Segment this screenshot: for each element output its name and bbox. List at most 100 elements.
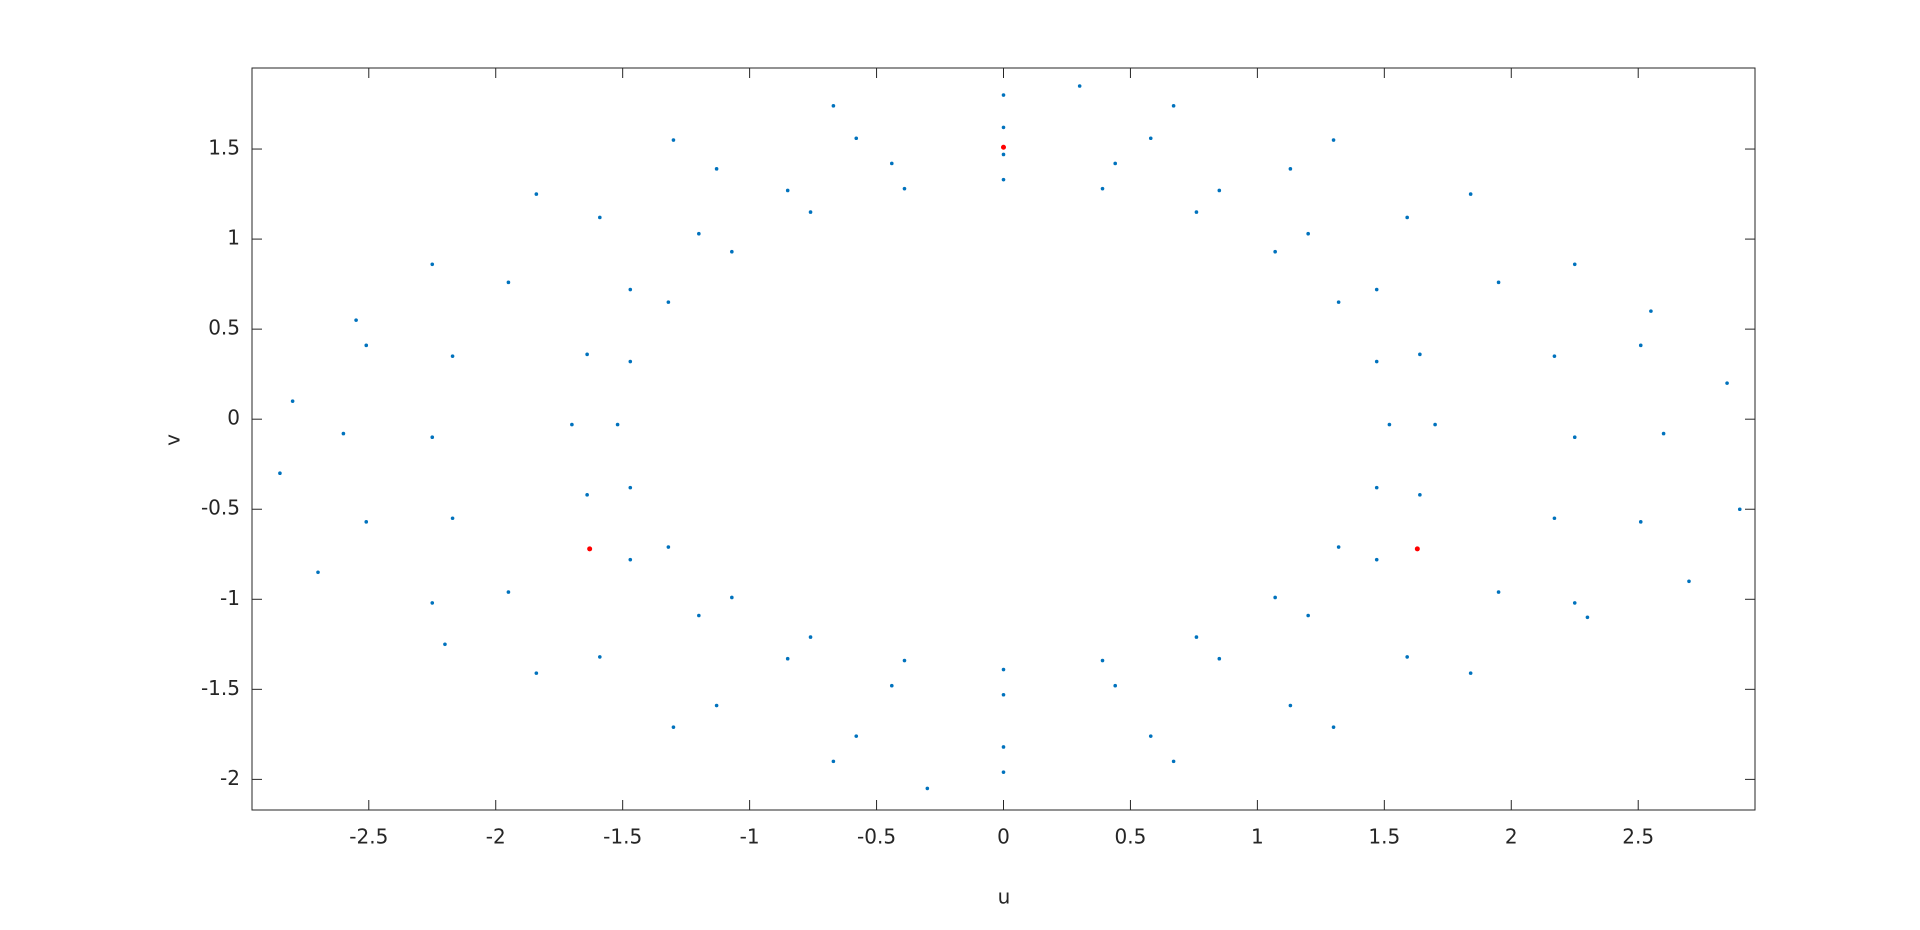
data-point (1496, 590, 1501, 594)
y-tick-label: 1 (227, 226, 240, 250)
data-point (697, 613, 701, 618)
data-point (1374, 287, 1379, 292)
data-point (785, 188, 790, 193)
data-point (1725, 381, 1729, 385)
data-point (730, 249, 734, 254)
data-point (1001, 177, 1006, 182)
data-point (1001, 692, 1006, 697)
data-point (902, 186, 907, 191)
data-point (889, 683, 894, 688)
data-point (1331, 138, 1336, 142)
data-point (570, 422, 574, 427)
data-point (854, 136, 859, 141)
y-tick-label: -2 (220, 766, 240, 790)
data-point (1336, 300, 1341, 304)
data-point (1585, 615, 1590, 620)
data-point (628, 287, 633, 292)
data-point (1374, 557, 1379, 562)
data-point (1306, 613, 1310, 618)
data-point (831, 104, 836, 108)
data-point (506, 280, 511, 285)
data-point (1496, 280, 1501, 285)
data-point (1171, 104, 1176, 108)
y-axis-label: v (161, 434, 185, 446)
data-point (1217, 188, 1222, 193)
y-tick-label: 1.5 (208, 136, 240, 160)
data-point (1572, 601, 1577, 605)
data-point (1638, 520, 1643, 524)
x-tick-label: -2.5 (349, 825, 388, 849)
y-tick-label: -1 (220, 586, 240, 610)
data-point (1552, 354, 1557, 358)
y-tick-label: -0.5 (201, 496, 240, 520)
plot-frame (251, 67, 1756, 811)
data-point (1552, 516, 1557, 521)
data-point (785, 656, 790, 661)
y-tick-label: -1.5 (201, 676, 240, 700)
data-point (430, 262, 435, 267)
data-point (1100, 658, 1105, 663)
data-point (925, 786, 930, 791)
data-point (430, 601, 435, 605)
x-tick-label: -1.5 (603, 825, 642, 849)
data-point (587, 546, 593, 552)
data-point (1001, 125, 1006, 130)
data-point (1113, 683, 1118, 688)
data-point (628, 485, 633, 490)
data-point (1405, 215, 1409, 220)
data-point (1405, 655, 1409, 659)
data-point (1572, 435, 1577, 439)
data-point (1148, 136, 1153, 141)
data-point (1001, 770, 1006, 774)
data-point (598, 215, 602, 220)
data-point (1001, 745, 1006, 749)
data-point (364, 520, 369, 524)
data-point (697, 231, 701, 236)
data-point (714, 703, 719, 708)
data-point (1331, 725, 1336, 729)
data-point (534, 671, 539, 675)
data-point (1306, 231, 1310, 236)
data-point (1273, 249, 1277, 254)
data-point (354, 318, 358, 322)
data-point (1001, 144, 1006, 150)
data-point (506, 590, 511, 594)
data-point (1433, 422, 1437, 427)
data-point (1217, 656, 1222, 661)
data-point (1387, 422, 1392, 427)
data-point (443, 642, 447, 647)
x-tick-label: 1.5 (1368, 825, 1400, 849)
data-point (1194, 210, 1199, 214)
data-point (1374, 485, 1379, 490)
data-point (1100, 186, 1105, 191)
x-tick-label: 1 (1251, 825, 1264, 849)
data-point (1001, 152, 1006, 157)
data-point (1374, 359, 1379, 364)
data-point (628, 557, 633, 562)
data-point (1418, 493, 1422, 497)
data-point (1288, 703, 1293, 708)
data-point (430, 435, 435, 439)
data-point (671, 138, 676, 142)
data-point (666, 300, 671, 304)
x-tick-label: 0.5 (1115, 825, 1147, 849)
data-point (1661, 431, 1666, 436)
data-point (1273, 595, 1277, 600)
data-point (1077, 84, 1082, 88)
data-point (1288, 167, 1293, 171)
data-point (1649, 309, 1653, 313)
data-point (1171, 759, 1176, 764)
data-point (730, 595, 734, 600)
data-point (450, 516, 455, 521)
data-point (278, 471, 282, 476)
y-tick-label: 0.5 (208, 316, 240, 340)
data-point (628, 359, 633, 364)
data-point (902, 658, 907, 663)
data-point (666, 545, 671, 549)
data-point (1001, 667, 1006, 672)
data-point (1687, 579, 1691, 584)
data-point (808, 635, 813, 639)
data-point (341, 431, 346, 436)
data-point (889, 161, 894, 166)
